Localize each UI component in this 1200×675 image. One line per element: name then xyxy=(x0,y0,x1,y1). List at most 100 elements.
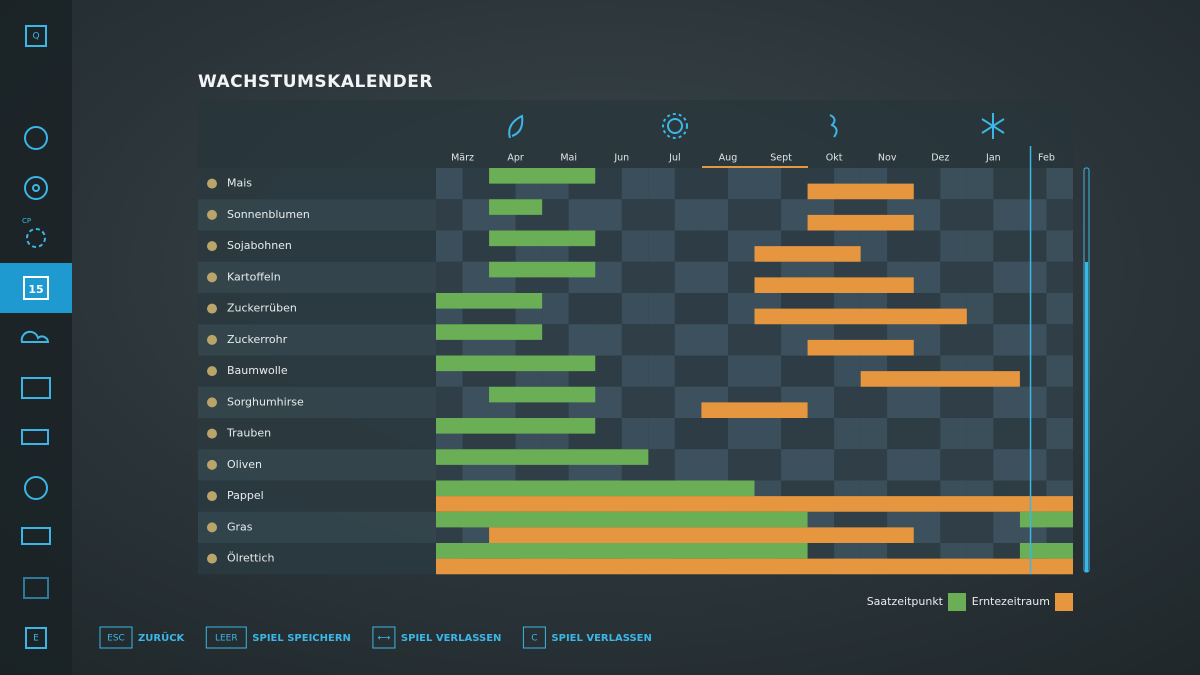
cell xyxy=(966,230,994,262)
cell xyxy=(940,418,967,450)
cell xyxy=(993,230,1020,262)
sowing-bar xyxy=(1019,511,1073,528)
sowing-bar xyxy=(436,293,543,309)
sowing-bar xyxy=(436,324,543,340)
cell xyxy=(621,230,649,262)
cell xyxy=(807,355,835,387)
month-label: Jun xyxy=(613,153,629,164)
button-label[interactable]: SPIEL SPEICHERN xyxy=(252,633,351,644)
cell xyxy=(1019,230,1047,262)
harvest-bar xyxy=(807,339,914,356)
cell xyxy=(1019,168,1047,200)
cell xyxy=(913,168,941,200)
crop-name: Baumwolle xyxy=(227,364,288,377)
cell xyxy=(701,449,728,481)
month-label: Apr xyxy=(507,153,524,164)
crop-name: Sonnenblumen xyxy=(227,208,310,221)
cell xyxy=(674,418,702,450)
month-label: Mai xyxy=(560,153,577,164)
month-label: Sept xyxy=(770,153,792,164)
cell xyxy=(860,449,888,481)
month-label: Jan xyxy=(985,153,1001,164)
cell xyxy=(621,168,649,200)
key-box[interactable] xyxy=(522,626,546,649)
cell xyxy=(754,449,782,481)
key: LEER xyxy=(215,634,238,644)
cell xyxy=(621,386,649,418)
cell xyxy=(993,293,1020,325)
cell xyxy=(701,199,728,231)
cell xyxy=(701,261,728,293)
key: ESC xyxy=(107,634,125,644)
cell xyxy=(674,324,702,356)
cell xyxy=(966,418,994,450)
button-label[interactable]: SPIEL VERLASSEN xyxy=(401,633,501,644)
harvest-bar xyxy=(754,308,967,325)
harvest-bar xyxy=(860,371,1020,387)
cell xyxy=(648,293,675,325)
cell xyxy=(1019,418,1047,450)
cell xyxy=(754,168,782,200)
key-box[interactable] xyxy=(205,626,247,649)
cell xyxy=(940,324,967,356)
sowing-bar xyxy=(489,261,596,278)
cell xyxy=(754,355,782,387)
button-label[interactable]: SPIEL VERLASSEN xyxy=(551,633,651,644)
cell xyxy=(727,324,755,356)
cell xyxy=(940,386,967,418)
cell xyxy=(674,293,702,325)
harvest-bar xyxy=(489,527,914,543)
sidebar-icons[interactable] xyxy=(20,126,51,599)
badge: CP xyxy=(22,217,31,225)
cell xyxy=(595,293,622,325)
cell xyxy=(913,324,941,356)
month-label: Aug xyxy=(719,153,738,164)
cell xyxy=(1046,199,1073,231)
crop-icon xyxy=(207,241,217,252)
cell xyxy=(966,449,994,481)
cell xyxy=(621,355,649,387)
cell xyxy=(595,261,622,293)
cell xyxy=(1019,261,1047,293)
cell xyxy=(887,449,914,481)
cell xyxy=(595,386,622,418)
title: WACHSTUMSKALENDER xyxy=(198,72,433,92)
legend-label: Saatzeitpunkt xyxy=(867,595,944,608)
cell xyxy=(621,418,649,450)
cell xyxy=(701,355,728,387)
key-box[interactable] xyxy=(99,626,133,649)
month-label: Feb xyxy=(1038,153,1055,164)
crop-icon xyxy=(207,459,217,470)
crop-icon xyxy=(207,178,217,189)
cell xyxy=(595,324,622,356)
harvest-bar xyxy=(436,558,1073,575)
sowing-bar xyxy=(436,543,808,559)
cell xyxy=(648,418,675,450)
cell xyxy=(807,449,835,481)
cell xyxy=(1019,449,1047,481)
cell xyxy=(754,324,782,356)
crop-name: Ölrettich xyxy=(227,552,274,565)
sidebar-active xyxy=(0,263,72,313)
button-label[interactable]: ZURÜCK xyxy=(138,630,186,644)
cell xyxy=(993,199,1020,231)
crop-name: Mais xyxy=(227,177,252,190)
cell xyxy=(568,324,596,356)
harvest-bar xyxy=(807,214,914,231)
harvest-bar xyxy=(807,183,914,200)
legend-label: Erntezeitraum xyxy=(972,595,1050,608)
cell xyxy=(940,261,967,293)
key: E xyxy=(33,634,39,644)
cell xyxy=(1046,261,1073,293)
crop-name: Sorghumhirse xyxy=(227,395,304,408)
cell xyxy=(1019,355,1047,387)
key-box[interactable] xyxy=(372,626,396,649)
scroll-thumb[interactable] xyxy=(1085,262,1088,572)
key: Q xyxy=(32,32,39,42)
crop-icon xyxy=(207,303,217,314)
crop-name: Sojabohnen xyxy=(227,239,292,252)
cell xyxy=(940,168,967,200)
month-label: März xyxy=(451,153,474,164)
cell xyxy=(621,293,649,325)
legend-swatch xyxy=(1055,593,1073,611)
